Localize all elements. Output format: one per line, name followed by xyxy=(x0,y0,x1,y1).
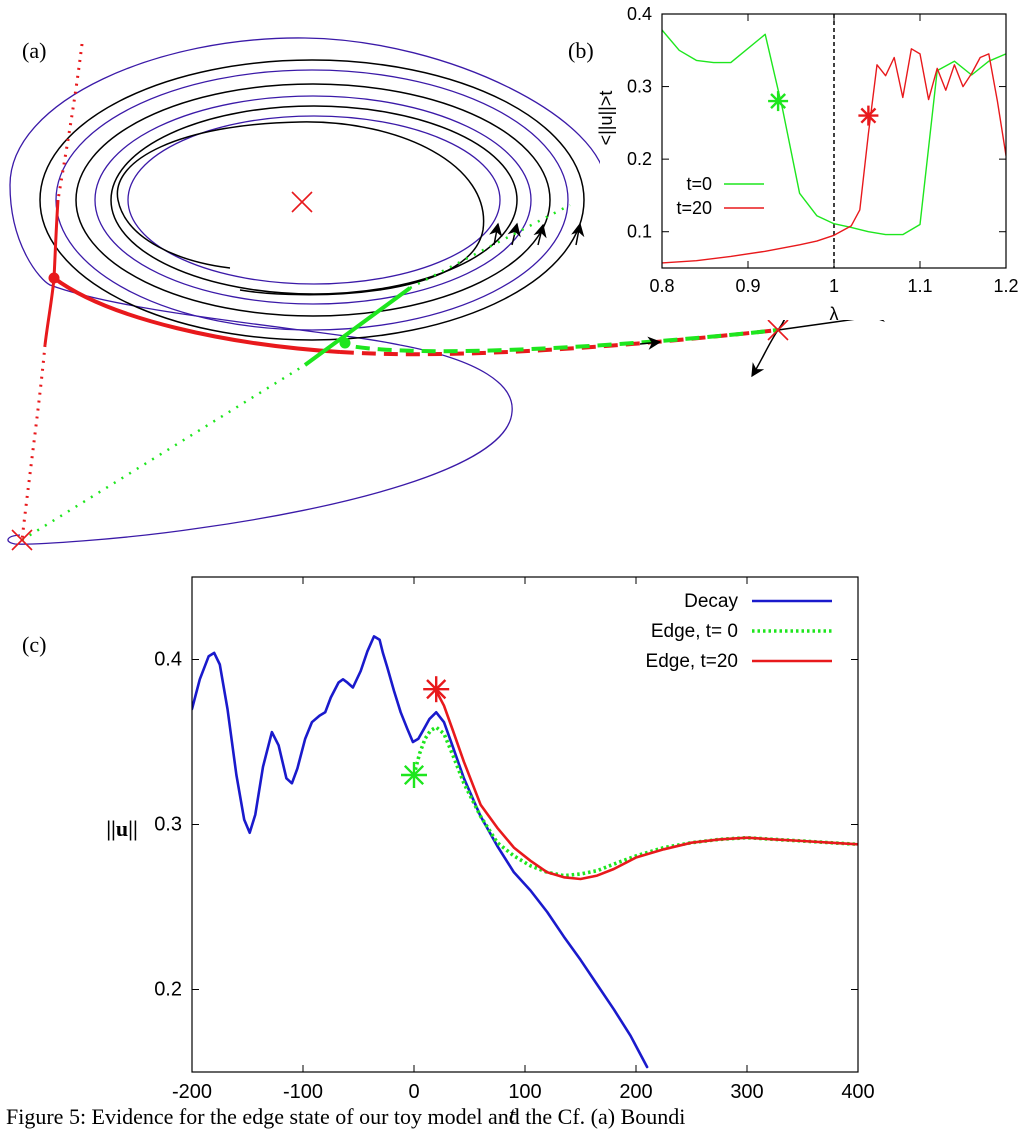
x-tick-label: 0.9 xyxy=(735,276,760,296)
legend-label-0: Decay xyxy=(684,591,738,612)
fixed-point-center xyxy=(291,191,313,213)
plot-b: 0.8 0.9 1 1.1 1.2 0.1 0.2 0.3 0.4 t=0 t=20 λ <||u||>… xyxy=(596,4,1019,324)
y-tick-label: 0.3 xyxy=(627,77,652,97)
star-marker-0 xyxy=(401,762,427,788)
panel-c: (c) -200 -100 0 100 200 300 400 0.2 0.3 0.4 Decay E… xyxy=(22,576,875,1127)
fixed-point-lower xyxy=(11,529,33,551)
saddle-arrow-down xyxy=(751,329,779,378)
fixed-point-saddle xyxy=(767,319,789,341)
spiral-arrow-1 xyxy=(489,222,503,246)
panel-b-label: (b) xyxy=(568,38,594,63)
green-manifold-dotted-lower xyxy=(21,363,306,542)
x-tick-label: 200 xyxy=(619,1081,652,1103)
y-axis-label: <||u||>t xyxy=(596,91,616,146)
x-tick-label: 1.2 xyxy=(993,276,1018,296)
y-tick-label: 0.3 xyxy=(154,814,182,836)
purple-orbit-3 xyxy=(94,95,532,305)
purple-orbit-4 xyxy=(127,115,501,285)
legend-label-0: t=0 xyxy=(686,174,712,194)
red-manifold-dotted-bottom xyxy=(20,344,47,541)
y-tick-label: 0.4 xyxy=(627,4,652,24)
star-marker-1 xyxy=(423,676,450,703)
black-orbit-inner xyxy=(116,121,485,296)
green-point xyxy=(339,337,351,349)
panel-a-label: (a) xyxy=(22,38,46,63)
star-marker-0 xyxy=(768,91,789,112)
x-tick-label: -200 xyxy=(172,1081,212,1103)
x-tick-label: -100 xyxy=(283,1081,323,1103)
figure-caption: Figure 5: Evidence for the edge state of… xyxy=(6,1104,686,1129)
series-line-1 xyxy=(662,48,1006,264)
y-tick-label: 0.2 xyxy=(154,979,182,1001)
star-marker-1-stroke xyxy=(426,679,447,700)
green-manifold-solid xyxy=(303,286,412,367)
spiral-arrow-3 xyxy=(533,223,547,246)
series-group xyxy=(192,635,858,1069)
series-line-0 xyxy=(192,635,649,1069)
panel-c-label: (c) xyxy=(22,632,46,657)
x-tick-label: 0.8 xyxy=(649,276,674,296)
legend-label-1: t=20 xyxy=(676,198,712,218)
plot-frame xyxy=(661,13,1007,269)
star-marker-1 xyxy=(858,105,879,126)
purple-orbit-2 xyxy=(55,69,569,331)
series-line-0 xyxy=(662,29,1006,236)
black-orbit-2 xyxy=(75,83,551,317)
legend-label-2: Edge, t=20 xyxy=(646,651,738,672)
series-group xyxy=(662,29,1006,264)
panel-b: (b) 0.8 0.9 1 1.1 1.2 0.1 0.2 0.3 0.4 t=0 t=20 λ <||… xyxy=(568,0,1025,324)
plot-frame xyxy=(191,576,859,1073)
x-tick-label: 100 xyxy=(508,1081,541,1103)
panel-a: (a) xyxy=(7,37,921,551)
plot-c: -200 -100 0 100 200 300 400 0.2 0.3 0.4 Decay Edge,… xyxy=(106,576,875,1127)
series-line-2 xyxy=(434,689,858,881)
green-manifold-dotted-upper xyxy=(409,203,571,290)
x-axis-label: λ xyxy=(830,304,839,324)
spiral-arrow-4 xyxy=(571,222,585,246)
black-orbit-1 xyxy=(39,59,585,341)
green-trajectory-dashed xyxy=(344,328,779,354)
x-tick-label: 1.1 xyxy=(907,276,932,296)
x-tick-label: 1 xyxy=(829,276,839,296)
red-trajectory-thick xyxy=(52,276,341,354)
star-marker-0-stroke xyxy=(403,764,425,786)
red-manifold-solid xyxy=(43,199,60,346)
x-tick-label: 300 xyxy=(730,1081,763,1103)
y-tick-label: 0.2 xyxy=(627,149,652,169)
red-manifold-dotted-top xyxy=(56,43,84,201)
y-axis-label: ||u|| xyxy=(106,816,138,841)
legend-label-1: Edge, t= 0 xyxy=(651,621,738,642)
panel-b-background xyxy=(600,0,1025,320)
star-marker-0-stroke xyxy=(770,93,787,110)
x-tick-label: 0 xyxy=(408,1081,419,1103)
y-tick-label: 0.4 xyxy=(154,649,182,671)
y-tick-label: 0.1 xyxy=(627,222,652,242)
x-tick-label: 400 xyxy=(841,1081,874,1103)
red-point xyxy=(48,272,60,284)
x-axis-label: t xyxy=(509,1102,516,1127)
trajectory-arrow xyxy=(639,336,662,350)
star-marker-1-stroke xyxy=(860,107,877,124)
